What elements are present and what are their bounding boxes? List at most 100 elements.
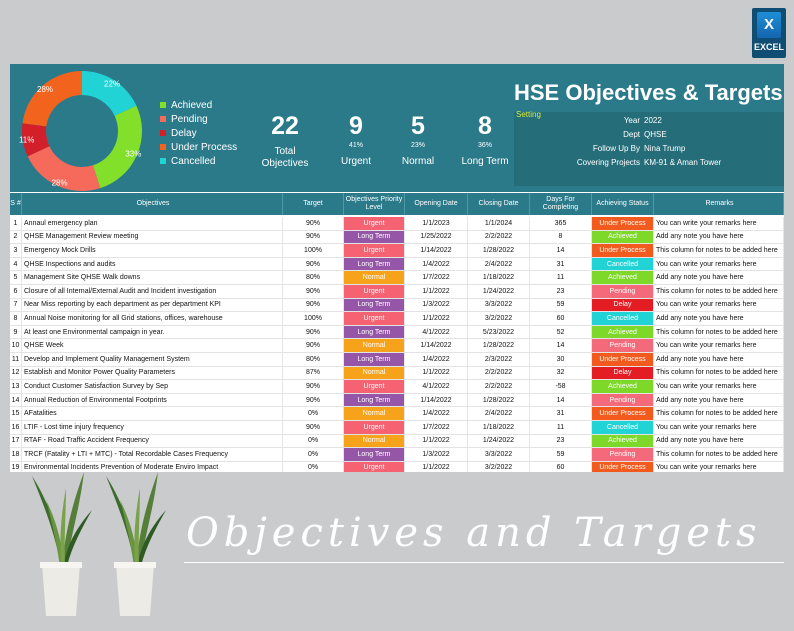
- cell-target[interactable]: 90%: [283, 217, 344, 230]
- cell-opening-date[interactable]: 1/7/2022: [405, 420, 468, 434]
- cell-remarks[interactable]: You can write your remarks here: [654, 461, 784, 472]
- cell-opening-date[interactable]: 1/1/2022: [405, 312, 468, 325]
- cell-days[interactable]: 365: [530, 217, 592, 230]
- table-row[interactable]: 17 RTAF - Road Traffic Accident Frequency…: [10, 434, 784, 449]
- cell-objective[interactable]: Management Site QHSE Walk downs: [22, 271, 283, 284]
- table-row[interactable]: 3 Emergency Mock Drills 100% Urgent 1/14/202…: [10, 244, 784, 258]
- cell-remarks[interactable]: This column for notes to be added here: [654, 325, 784, 339]
- cell-status[interactable]: Achieved: [592, 230, 654, 244]
- cell-serial[interactable]: 7: [10, 298, 22, 312]
- cell-serial[interactable]: 11: [10, 352, 22, 366]
- cell-serial[interactable]: 16: [10, 420, 22, 434]
- cell-objective[interactable]: QHSE Management Review meeting: [22, 230, 283, 244]
- cell-opening-date[interactable]: 1/14/2022: [405, 339, 468, 352]
- table-row[interactable]: 6 Closure of all Internal/External Audit …: [10, 284, 784, 299]
- cell-days[interactable]: 14: [530, 244, 592, 257]
- cell-remarks[interactable]: Add any note you have here: [654, 434, 784, 448]
- cell-opening-date[interactable]: 1/4/2022: [405, 352, 468, 366]
- cell-serial[interactable]: 1: [10, 217, 22, 230]
- col-objectives[interactable]: Objectives: [22, 193, 283, 215]
- cell-target[interactable]: 90%: [283, 257, 344, 271]
- cell-opening-date[interactable]: 1/7/2022: [405, 271, 468, 284]
- cell-serial[interactable]: 9: [10, 325, 22, 339]
- cell-closing-date[interactable]: 1/28/2022: [468, 393, 530, 407]
- cell-priority[interactable]: Normal: [344, 339, 405, 352]
- cell-objective[interactable]: Annual Noise monitoring for all Grid sta…: [22, 312, 283, 325]
- cell-days[interactable]: 59: [530, 448, 592, 461]
- cell-target[interactable]: 90%: [283, 380, 344, 393]
- cell-closing-date[interactable]: 2/2/2022: [468, 380, 530, 393]
- cell-serial[interactable]: 17: [10, 434, 22, 448]
- cell-objective[interactable]: Develop and Implement Quality Management…: [22, 352, 283, 366]
- cell-serial[interactable]: 2: [10, 230, 22, 244]
- cell-status[interactable]: Delay: [592, 298, 654, 312]
- cell-target[interactable]: 100%: [283, 244, 344, 257]
- cell-status[interactable]: Under Process: [592, 244, 654, 257]
- table-row[interactable]: 10 QHSE Week 90% Normal 1/14/2022 1/28/2022 14…: [10, 339, 784, 353]
- cell-serial[interactable]: 6: [10, 284, 22, 298]
- cell-objective[interactable]: Environmental Incidents Prevention of Mo…: [22, 461, 283, 472]
- cell-objective[interactable]: AFatalities: [22, 407, 283, 420]
- cell-status[interactable]: Under Process: [592, 407, 654, 420]
- cell-priority[interactable]: Urgent: [344, 312, 405, 325]
- cell-status[interactable]: Cancelled: [592, 312, 654, 325]
- cell-status[interactable]: Pending: [592, 393, 654, 407]
- table-row[interactable]: 13 Conduct Customer Satisfaction Survey b…: [10, 380, 784, 394]
- cell-remarks[interactable]: This column for notes to be added here: [654, 366, 784, 380]
- cell-priority[interactable]: Long Term: [344, 352, 405, 366]
- cell-status[interactable]: Pending: [592, 339, 654, 352]
- cell-remarks[interactable]: Add any note you have here: [654, 393, 784, 407]
- col-target[interactable]: Target: [283, 193, 344, 215]
- cell-target[interactable]: 90%: [283, 230, 344, 244]
- cell-closing-date[interactable]: 3/3/2022: [468, 298, 530, 312]
- table-row[interactable]: 18 TRCF (Fatality + LTI + MTC) - Total Re…: [10, 448, 784, 462]
- cell-target[interactable]: 90%: [283, 339, 344, 352]
- cell-target[interactable]: 80%: [283, 271, 344, 284]
- cell-priority[interactable]: Long Term: [344, 393, 405, 407]
- cell-target[interactable]: 0%: [283, 434, 344, 448]
- col-priority[interactable]: Objectives Priority Level: [344, 193, 405, 215]
- cell-remarks[interactable]: Add any note you have here: [654, 312, 784, 325]
- cell-days[interactable]: 11: [530, 420, 592, 434]
- table-row[interactable]: 19 Environmental Incidents Prevention of …: [10, 461, 784, 472]
- table-row[interactable]: 11 Develop and Implement Quality Manageme…: [10, 352, 784, 367]
- cell-priority[interactable]: Long Term: [344, 298, 405, 312]
- cell-priority[interactable]: Long Term: [344, 448, 405, 461]
- cell-days[interactable]: 60: [530, 312, 592, 325]
- cell-priority[interactable]: Urgent: [344, 217, 405, 230]
- cell-serial[interactable]: 15: [10, 407, 22, 420]
- table-row[interactable]: 1 Annaul emergency plan 90% Urgent 1/1/2023 1…: [10, 217, 784, 231]
- cell-serial[interactable]: 8: [10, 312, 22, 325]
- table-row[interactable]: 9 At least one Environmental campaign in …: [10, 325, 784, 340]
- cell-remarks[interactable]: You can write your remarks here: [654, 380, 784, 393]
- cell-closing-date[interactable]: 2/4/2022: [468, 257, 530, 271]
- cell-serial[interactable]: 13: [10, 380, 22, 393]
- cell-days[interactable]: 11: [530, 271, 592, 284]
- col-days[interactable]: Days For Completing: [530, 193, 592, 215]
- cell-closing-date[interactable]: 3/2/2022: [468, 312, 530, 325]
- cell-remarks[interactable]: You can write your remarks here: [654, 339, 784, 352]
- cell-days[interactable]: 31: [530, 257, 592, 271]
- cell-status[interactable]: Achieved: [592, 325, 654, 339]
- cell-objective[interactable]: RTAF - Road Traffic Accident Frequency: [22, 434, 283, 448]
- col-opening-date[interactable]: Opening Date: [405, 193, 468, 215]
- cell-status[interactable]: Achieved: [592, 380, 654, 393]
- cell-priority[interactable]: Long Term: [344, 325, 405, 339]
- cell-days[interactable]: 60: [530, 461, 592, 472]
- cell-priority[interactable]: Normal: [344, 271, 405, 284]
- cell-objective[interactable]: Annual Reduction of Environmental Footpr…: [22, 393, 283, 407]
- cell-days[interactable]: 59: [530, 298, 592, 312]
- cell-opening-date[interactable]: 1/1/2022: [405, 366, 468, 380]
- cell-closing-date[interactable]: 2/3/2022: [468, 352, 530, 366]
- cell-serial[interactable]: 12: [10, 366, 22, 380]
- cell-days[interactable]: 52: [530, 325, 592, 339]
- cell-priority[interactable]: Urgent: [344, 420, 405, 434]
- cell-serial[interactable]: 18: [10, 448, 22, 461]
- cell-target[interactable]: 100%: [283, 312, 344, 325]
- cell-opening-date[interactable]: 1/4/2022: [405, 407, 468, 420]
- cell-remarks[interactable]: You can write your remarks here: [654, 257, 784, 271]
- cell-closing-date[interactable]: 2/2/2022: [468, 230, 530, 244]
- cell-objective[interactable]: TRCF (Fatality + LTI + MTC) - Total Reco…: [22, 448, 283, 461]
- col-status[interactable]: Achieving Status: [592, 193, 654, 215]
- cell-remarks[interactable]: Add any note you have here: [654, 271, 784, 284]
